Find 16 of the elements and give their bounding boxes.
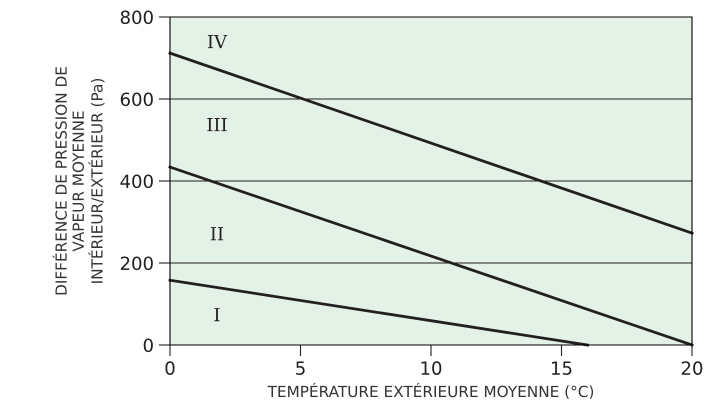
y-axis-title: DIFFÉRENCE DE PRESSION DE VAPEUR MOYENNE INTÉRIEUR/EXTÉRIEUR (Pa) — [52, 67, 105, 294]
y-tick-label: 800 — [120, 10, 153, 24]
annotation: IV — [208, 34, 228, 48]
annotation: I — [214, 308, 220, 322]
x-tick-label: 15 — [552, 362, 572, 375]
x-tick-label: 0 — [165, 361, 175, 375]
annotation: II — [210, 227, 224, 240]
x-tick-label: 20 — [682, 361, 702, 375]
annotation: III — [207, 118, 227, 132]
y-tick-label: 200 — [120, 256, 153, 270]
y-tick-label: 600 — [120, 92, 153, 106]
x-tick-label: 5 — [296, 362, 305, 375]
y-tick-label: 400 — [120, 174, 153, 188]
x-tick-label: 10 — [421, 361, 442, 375]
x-axis-title: TEMPÉRATURE EXTÉRIEURE MOYENNE (°C) — [268, 382, 594, 399]
y-tick-label: 0 — [144, 338, 153, 352]
